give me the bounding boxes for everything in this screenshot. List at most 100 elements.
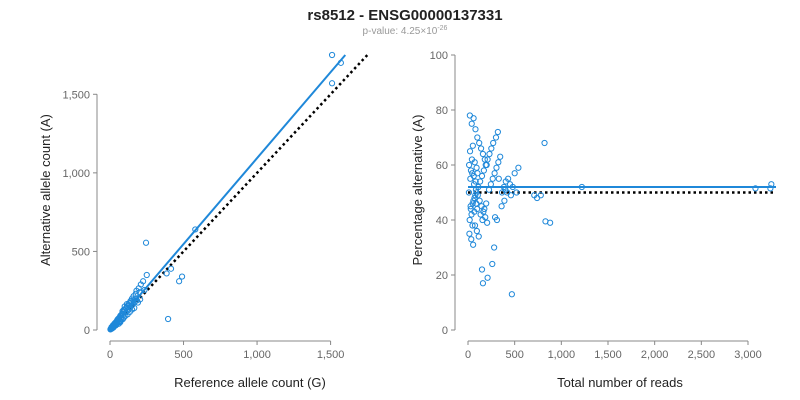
right-y-tick-label: 0 (442, 325, 448, 337)
subtitle-pvalue-exponent: -26 (437, 25, 447, 32)
left-data-point (178, 273, 186, 280)
left-data-point (116, 318, 123, 325)
right-data-point (492, 134, 500, 141)
left-data-point (137, 296, 144, 303)
left-lines (109, 54, 369, 331)
right-y-tick-label: 100 (430, 50, 448, 62)
right-axes: 0 500 1,000 1,500 2,000 2,500 3,000 0 20 40 60 80 10… (430, 50, 762, 361)
left-data-point (133, 287, 140, 294)
right-data-point (505, 175, 512, 182)
right-data-point (468, 236, 475, 243)
right-x-tick-label: 500 (505, 349, 523, 361)
right-data-point (474, 170, 481, 177)
right-scatter-panel: 0 500 1,000 1,500 2,000 2,500 3,000 0 20 40 60 80 10… (410, 50, 776, 390)
right-data-point (489, 175, 496, 182)
left-scatter-panel: 0 500 1,000 1,500 0 500 1,000 1,500 Reference a… (38, 51, 369, 390)
left-data-point (176, 278, 183, 285)
right-x-axis-label: Total number of reads (557, 375, 683, 390)
right-x-tick-label: 1,000 (548, 349, 576, 361)
right-points (465, 112, 775, 298)
left-data-point (133, 297, 141, 304)
left-axes: 0 500 1,000 1,500 0 500 1,000 1,500 (62, 89, 344, 361)
left-data-point (163, 270, 170, 277)
chart-subtitle: p-value: 4.25×10-26 (363, 25, 448, 37)
right-data-point (494, 128, 501, 136)
right-y-axis-label: Percentage alternative (A) (410, 114, 425, 265)
right-data-point (491, 214, 499, 221)
right-data-point (490, 139, 497, 147)
left-data-point (337, 59, 344, 66)
right-data-point (467, 203, 474, 210)
right-data-point (472, 126, 479, 133)
left-data-point (167, 265, 175, 272)
right-data-point (767, 185, 774, 192)
chart-title: rs8512 - ENSG00000137331 (307, 7, 502, 24)
left-y-tick-label: 0 (84, 325, 90, 337)
right-y-tick-label: 60 (436, 160, 448, 172)
right-data-point (466, 161, 473, 169)
right-data-point (482, 214, 489, 221)
right-data-point (470, 241, 477, 248)
right-data-point (472, 178, 479, 185)
right-data-point (477, 178, 484, 185)
left-y-tick-label: 500 (72, 246, 90, 258)
left-y-tick-label: 1,500 (62, 89, 90, 101)
left-x-tick-label: 500 (174, 349, 192, 361)
left-data-point (164, 315, 172, 323)
right-data-point (471, 222, 479, 229)
left-data-point (192, 226, 199, 233)
right-data-point (473, 227, 480, 235)
right-data-point (531, 192, 538, 199)
right-data-point (479, 280, 487, 287)
right-data-point (487, 181, 494, 188)
right-data-point (478, 203, 485, 210)
left-data-point (141, 286, 148, 294)
left-reference-line (109, 54, 369, 331)
left-x-tick-label: 0 (107, 349, 113, 361)
right-data-point (483, 200, 490, 207)
right-data-point (474, 192, 481, 199)
right-data-point (768, 181, 775, 188)
right-x-tick-label: 2,000 (641, 349, 669, 361)
right-data-point (474, 205, 481, 213)
left-data-point (110, 324, 117, 331)
left-fit-line (109, 54, 347, 331)
left-data-point (131, 304, 138, 312)
right-data-point (477, 145, 485, 152)
right-y-tick-label: 40 (436, 215, 448, 227)
right-y-tick-label: 20 (436, 270, 448, 282)
left-x-tick-label: 1,500 (317, 349, 345, 361)
left-data-point (136, 289, 143, 296)
right-y-tick-label: 80 (436, 105, 448, 117)
right-data-point (513, 189, 520, 196)
right-data-point (471, 159, 478, 166)
left-data-point (111, 322, 118, 330)
right-data-point (541, 139, 548, 147)
right-data-point (466, 216, 473, 224)
right-data-point (468, 120, 475, 127)
right-data-point (483, 161, 490, 169)
right-data-point (480, 208, 487, 215)
left-data-point (328, 80, 336, 87)
right-data-point (508, 291, 515, 298)
right-data-point (479, 150, 487, 158)
right-data-point (495, 175, 502, 182)
right-data-point (491, 244, 498, 251)
right-data-point (473, 164, 480, 171)
right-data-point (497, 153, 504, 160)
right-data-point (469, 142, 476, 149)
left-y-tick-label: 1,000 (62, 168, 90, 180)
right-data-point (472, 192, 479, 199)
right-data-point (511, 170, 518, 177)
right-data-point (467, 167, 475, 174)
right-data-point (481, 156, 488, 163)
left-x-tick-label: 1,000 (243, 349, 271, 361)
right-data-point (476, 197, 483, 204)
right-x-tick-label: 1,500 (594, 349, 622, 361)
right-data-point (507, 192, 515, 199)
left-data-point (328, 51, 336, 59)
right-data-point (501, 197, 508, 204)
right-data-point (470, 115, 477, 122)
left-data-point (142, 239, 150, 246)
